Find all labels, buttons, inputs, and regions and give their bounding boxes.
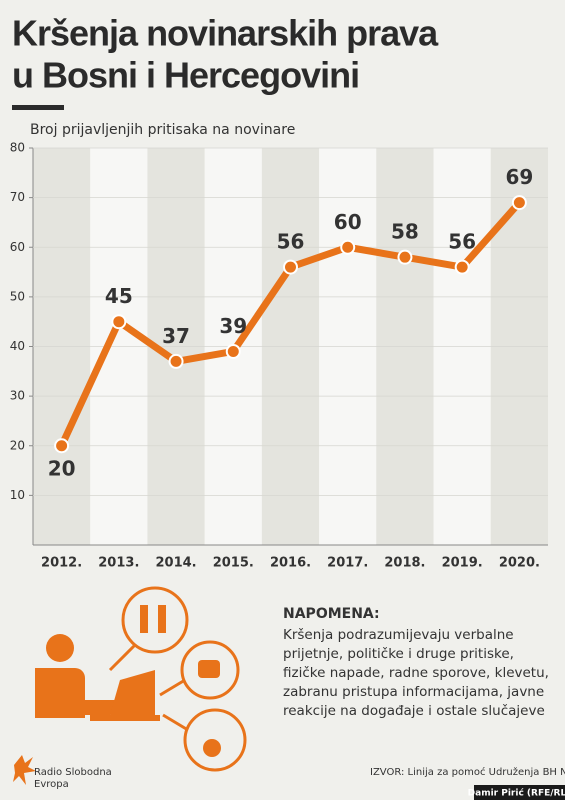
data-point [283,259,298,275]
x-tick-label: 2020. [499,556,540,571]
credit: Damir Pirić (RFE/RL) [468,788,565,799]
y-tick-label: 80 [10,141,25,155]
y-tick-label: 20 [10,438,25,452]
source: IZVOR: Linija za pomoć Udruženja BH Novi… [370,766,565,778]
value-label: 60 [334,210,362,234]
title-line: Kršenja novinarskih prava [12,13,439,54]
x-tick-label: 2019. [442,556,483,571]
value-label: 58 [391,220,419,244]
data-point [111,314,127,330]
title-rule [12,105,64,110]
y-tick-label: 60 [10,240,25,254]
y-tick-label: 50 [10,289,25,303]
data-point [168,353,184,369]
y-tick-label: 30 [10,389,25,403]
value-label: 37 [162,324,190,348]
x-tick-label: 2018. [384,556,425,571]
value-label: 56 [448,230,476,254]
data-point [397,249,413,265]
credit-box [474,785,565,800]
note-title: NAPOMENA: [283,606,380,622]
subtitle: Broj prijavljenjih pritisaka na novinare [30,122,295,138]
value-label: 56 [277,230,305,254]
x-tick-label: 2012. [41,556,82,571]
illustration [35,586,247,772]
data-point [54,438,70,454]
x-tick-label: 2013. [98,556,139,571]
note-line: Kršenja podrazumijevaju verbalne [283,627,514,643]
y-tick-label: 70 [10,190,25,204]
y-tick-label: 40 [10,339,25,353]
x-tick-label: 2014. [155,556,196,571]
title-line: u Bosni i Hercegovini [12,55,359,96]
logo-text: Evropa [34,779,69,790]
x-tick-label: 2015. [213,556,254,571]
logo: Radio Slobodna Evropa [13,755,112,790]
data-point [511,195,527,211]
value-label: 39 [219,314,247,338]
value-label: 69 [505,165,533,189]
note-line: zabranu pristupa informacijama, javne [283,684,544,700]
note-line: prijetnje, političke i druge pritiske, [283,646,514,662]
logo-text: Radio Slobodna [34,767,112,778]
data-point [225,343,241,359]
x-tick-label: 2017. [327,556,368,571]
value-label: 45 [105,284,133,308]
value-label: 20 [48,456,76,480]
x-tick-label: 2016. [270,556,311,571]
note-line: reakcije na događaje i ostale slučajeve [283,703,545,719]
data-point [454,259,470,275]
logo-mark [13,755,36,785]
note-line: fizičke napade, radne sporove, klevetu, [283,665,549,681]
data-point [340,239,356,255]
y-tick-label: 10 [10,488,25,502]
